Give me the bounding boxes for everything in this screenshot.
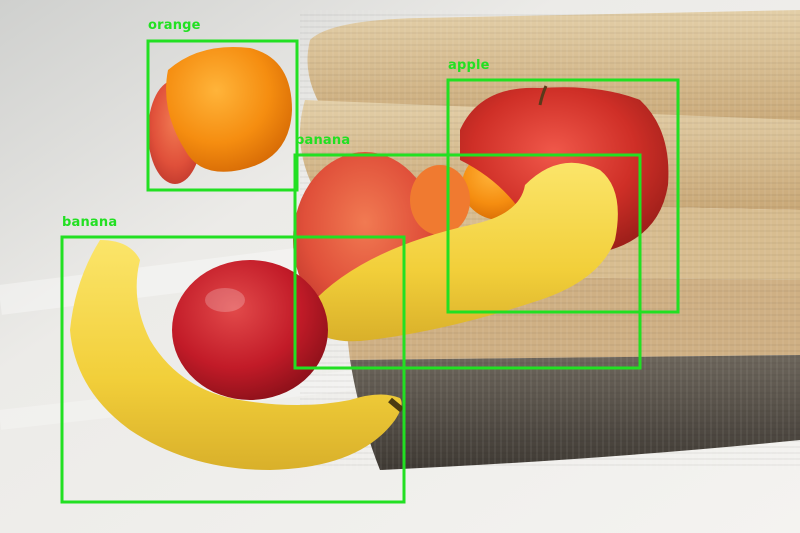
detection-box-banana-left	[60, 235, 406, 504]
detection-box-apple	[446, 78, 680, 314]
detection-label-orange: orange	[148, 18, 201, 33]
detection-label-apple: apple	[448, 58, 490, 73]
detection-box-banana-center	[293, 153, 642, 370]
detection-label-banana-center: banana	[295, 133, 351, 148]
detection-label-banana-left: banana	[62, 215, 118, 230]
detection-box-orange	[146, 39, 299, 192]
